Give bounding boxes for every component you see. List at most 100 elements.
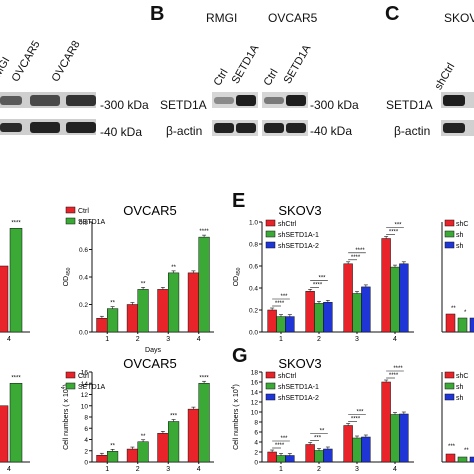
legend-label: shSETD1A-2 xyxy=(278,395,319,402)
bar xyxy=(285,455,295,463)
legend-label: Ctrl xyxy=(78,208,89,215)
panel-letter: C xyxy=(385,3,400,25)
sig-label: *** xyxy=(170,414,178,420)
bar xyxy=(9,228,23,333)
bar xyxy=(381,381,391,463)
sig-label: *** xyxy=(448,444,456,450)
kda-label: -300 kDa xyxy=(310,98,359,112)
y-axis-label: Cell numbers ( x 104) xyxy=(231,384,240,450)
bar xyxy=(126,448,138,463)
x-tick-label: 4 xyxy=(197,466,201,473)
x-tick-label: 2 xyxy=(136,336,140,343)
x-tick-label: 4 xyxy=(7,336,11,343)
chart-title: SKOV3 xyxy=(278,356,321,371)
legend-label: shC xyxy=(456,373,468,380)
y-tick-label: 12 xyxy=(81,392,89,399)
x-axis-label: Days xyxy=(145,347,161,354)
sig-label: ** xyxy=(451,306,456,312)
y-tick-label: 2 xyxy=(84,448,88,455)
y-tick-label: 0.0 xyxy=(249,330,258,337)
y-tick-label: 0.2 xyxy=(249,308,258,315)
x-tick-label: 3 xyxy=(166,466,170,473)
legend-swatch xyxy=(65,371,76,379)
y-tick-label: 4 xyxy=(84,437,88,444)
x-tick-label: 1 xyxy=(279,466,283,473)
bar xyxy=(343,263,353,333)
y-axis-label: OD450 xyxy=(233,267,242,286)
bar xyxy=(305,291,315,333)
group-label: OVCAR5 xyxy=(268,11,318,25)
bar xyxy=(399,263,409,333)
y-tick-label: 6 xyxy=(254,430,258,437)
legend-swatch xyxy=(444,230,455,238)
bar xyxy=(157,289,169,333)
y-tick-label: 0.0 xyxy=(79,330,88,337)
bar xyxy=(107,451,119,463)
bar xyxy=(187,408,199,463)
y-tick-label: 4 xyxy=(254,440,258,447)
legend-swatch xyxy=(265,382,276,390)
x-tick-label: 2 xyxy=(136,466,140,473)
x-tick-label: 2 xyxy=(317,336,321,343)
y-tick-label: 0 xyxy=(84,460,88,467)
sig-label: **** xyxy=(275,443,285,449)
y-tick-label: 18 xyxy=(251,370,259,377)
legend-label: sh xyxy=(456,243,464,250)
sig-label: **** xyxy=(11,375,21,381)
chart-title: SKOV3 xyxy=(278,203,321,218)
kda-label: -300 kDa xyxy=(100,98,149,112)
bar xyxy=(107,308,119,333)
y-axis-label: OD450 xyxy=(63,267,72,286)
y-tick-label: 0.6 xyxy=(79,247,88,254)
legend-swatch xyxy=(265,230,276,238)
sig-label: ** xyxy=(320,429,325,435)
y-tick-label: 0 xyxy=(254,460,258,467)
bar xyxy=(285,316,295,333)
sig-label: * xyxy=(464,310,467,316)
sig-label: *** xyxy=(394,223,402,229)
sig-label: **** xyxy=(199,375,209,381)
legend-swatch xyxy=(265,219,276,227)
sig-label: ** xyxy=(464,448,469,454)
legend-swatch xyxy=(65,382,76,390)
sig-label: *** xyxy=(314,436,322,442)
bar xyxy=(137,289,149,333)
legend-label: shCtrl xyxy=(278,221,297,228)
bar xyxy=(445,313,456,333)
y-tick-label: 6 xyxy=(84,426,88,433)
sig-label: **** xyxy=(351,255,361,261)
panel-letter: B xyxy=(150,3,165,25)
kda-label: -40 kDa xyxy=(310,124,353,138)
x-tick-label: 1 xyxy=(279,336,283,343)
legend-label: sh xyxy=(456,232,464,239)
y-tick-label: 8 xyxy=(84,415,88,422)
bar xyxy=(198,236,210,333)
y-tick-label: 2 xyxy=(254,450,258,457)
bar xyxy=(314,450,324,463)
x-tick-label: 1 xyxy=(105,466,109,473)
y-tick-label: 10 xyxy=(251,410,259,417)
bar xyxy=(267,309,277,333)
y-tick-label: 16 xyxy=(81,370,89,377)
sig-label: ** xyxy=(141,281,146,287)
group-label: RMGI xyxy=(206,11,238,25)
y-tick-label: 12 xyxy=(251,400,259,407)
legend-swatch xyxy=(444,382,455,390)
bar xyxy=(305,444,315,463)
sig-label: *** xyxy=(356,410,364,416)
blot-bands xyxy=(441,92,474,136)
panel-letter: E xyxy=(232,190,246,212)
x-tick-label: 2 xyxy=(317,466,321,473)
sig-label: ** xyxy=(171,265,176,271)
bar xyxy=(9,383,23,463)
sig-label: **** xyxy=(389,230,399,236)
legend-label: shSETD1A-1 xyxy=(278,232,319,239)
bar xyxy=(323,448,333,463)
group-label: SKOV xyxy=(444,11,474,25)
bar xyxy=(137,441,149,463)
sig-label: **** xyxy=(313,282,323,288)
x-tick-label: 3 xyxy=(166,336,170,343)
x-tick-label: 4 xyxy=(393,336,397,343)
bar xyxy=(381,238,391,333)
